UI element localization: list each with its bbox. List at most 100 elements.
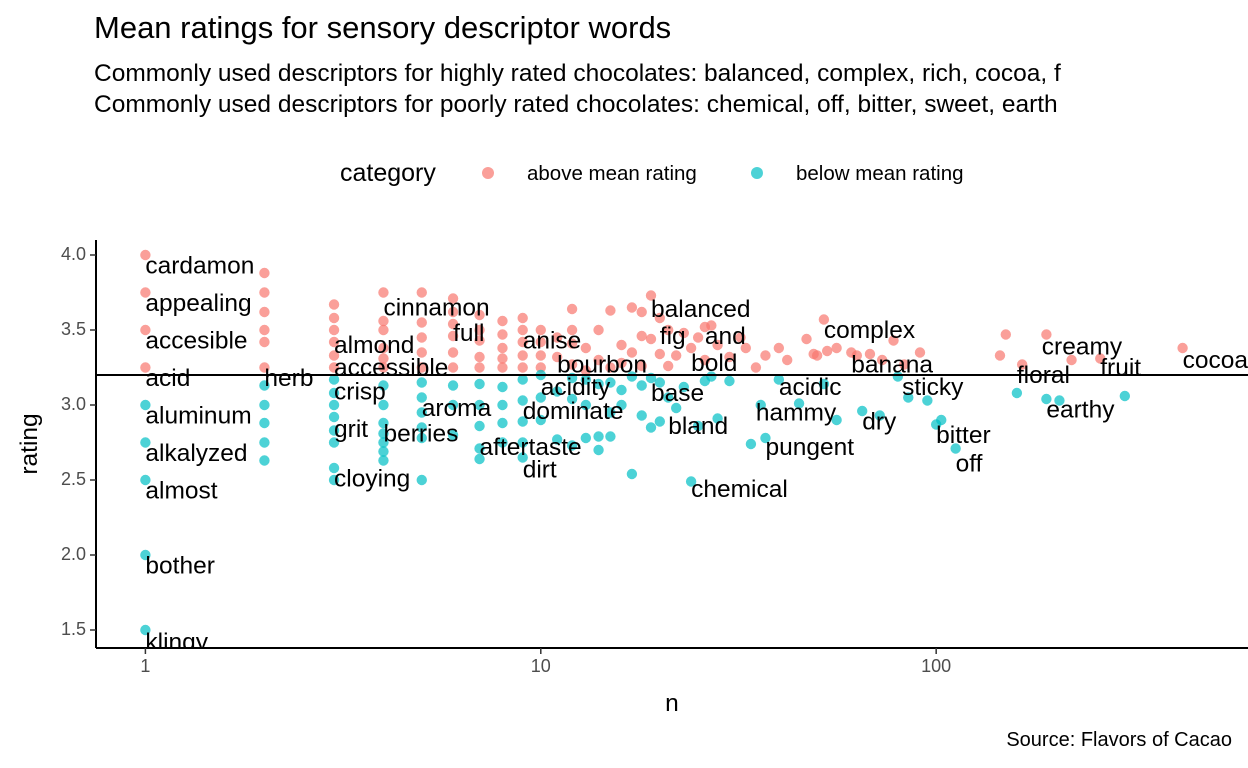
legend-label-above: above mean rating: [527, 162, 697, 185]
point-above-70: [636, 360, 647, 372]
point-above-60: [593, 324, 604, 336]
point-below-12: [328, 399, 340, 411]
point-below-18: [378, 380, 389, 391]
word-label-anise: anise: [523, 327, 582, 354]
point-above-30: [447, 330, 459, 342]
word-label-sticky: sticky: [902, 374, 964, 401]
point-below-43: [517, 374, 528, 385]
point-below-36: [474, 420, 485, 432]
point-below-95: [922, 395, 933, 406]
point-above-73: [654, 312, 666, 324]
point-above-38: [497, 315, 508, 327]
point-above-90: [773, 342, 785, 354]
word-label-bold: bold: [691, 350, 737, 377]
point-above-28: [447, 306, 459, 318]
point-below-3: [140, 549, 151, 561]
point-above-55: [566, 324, 578, 336]
point-above-68: [636, 306, 647, 318]
word-label-bother: bother: [145, 552, 214, 579]
y-axis-label: rating: [16, 413, 43, 474]
word-label-berries: berries: [383, 420, 458, 447]
point-below-47: [517, 452, 528, 463]
point-below-58: [580, 432, 592, 444]
point-above-74: [654, 348, 666, 360]
point-above-37: [474, 362, 485, 373]
point-above-7: [259, 324, 270, 336]
point-below-81: [706, 371, 717, 382]
y-tick-label-4: 3.5: [61, 319, 86, 339]
point-above-106: [1000, 329, 1011, 340]
point-below-28: [416, 422, 427, 433]
point-below-65: [616, 384, 627, 396]
word-label-creamy: creamy: [1042, 333, 1123, 360]
point-above-80: [692, 332, 704, 343]
point-above-27: [447, 293, 459, 304]
point-above-8: [259, 336, 270, 348]
point-below-92: [874, 410, 885, 421]
word-label-grit: grit: [334, 416, 368, 443]
point-above-53: [551, 351, 563, 363]
word-label-herb: herb: [264, 365, 313, 392]
point-above-46: [517, 350, 528, 361]
point-below-59: [593, 378, 604, 390]
point-below-40: [497, 399, 508, 411]
word-label-aluminum: aluminum: [145, 402, 251, 429]
point-above-15: [328, 362, 340, 373]
point-above-2: [140, 324, 151, 336]
point-above-45: [517, 336, 528, 348]
point-above-57: [566, 359, 578, 370]
point-below-8: [259, 437, 270, 448]
point-below-62: [605, 377, 616, 388]
y-tick-label-3: 3.0: [61, 394, 86, 414]
word-label-and: and: [705, 323, 746, 350]
point-below-73: [654, 377, 666, 388]
point-above-89: [760, 350, 771, 361]
point-above-18: [378, 324, 389, 336]
point-above-16: [378, 287, 389, 298]
y-tick-label-2: 2.5: [61, 469, 86, 489]
point-below-100: [1041, 393, 1052, 405]
point-above-71: [645, 290, 657, 301]
point-below-94: [903, 392, 914, 403]
point-above-47: [517, 362, 528, 373]
point-above-61: [593, 354, 604, 366]
word-label-floral: floral: [1017, 362, 1070, 389]
point-above-17: [378, 315, 389, 327]
point-below-82: [712, 413, 723, 424]
point-below-51: [551, 386, 563, 397]
chart-subtitle-line-1: Commonly used descriptors for highly rat…: [94, 60, 1061, 87]
point-below-26: [416, 392, 427, 403]
point-above-42: [497, 362, 508, 373]
point-above-58: [580, 342, 592, 354]
point-below-74: [654, 416, 666, 427]
point-above-29: [447, 318, 459, 330]
word-label-fig: fig: [660, 323, 686, 350]
point-above-40: [497, 342, 508, 354]
point-above-72: [645, 333, 657, 345]
point-above-39: [497, 329, 508, 340]
word-label-earthy: earthy: [1046, 396, 1115, 423]
point-below-11: [328, 387, 340, 399]
word-label-hammy: hammy: [756, 399, 837, 426]
point-below-21: [378, 428, 389, 439]
point-above-51: [535, 362, 546, 373]
legend-title: category: [340, 159, 436, 187]
point-above-107: [1016, 359, 1028, 370]
point-above-0: [140, 249, 151, 261]
point-above-67: [626, 347, 638, 358]
point-above-82: [699, 354, 711, 366]
point-above-14: [328, 350, 340, 361]
word-label-crisp: crisp: [334, 378, 386, 405]
word-label-almond: almond: [334, 332, 414, 359]
point-above-11: [328, 312, 340, 324]
legend-label-below: below mean rating: [796, 162, 964, 185]
point-below-91: [857, 405, 868, 417]
point-below-75: [662, 392, 674, 403]
point-below-85: [755, 399, 766, 411]
word-label-almost: almost: [145, 477, 217, 504]
point-below-2: [140, 474, 151, 486]
point-below-79: [692, 420, 704, 432]
point-above-94: [811, 350, 823, 361]
point-above-5: [259, 287, 270, 298]
